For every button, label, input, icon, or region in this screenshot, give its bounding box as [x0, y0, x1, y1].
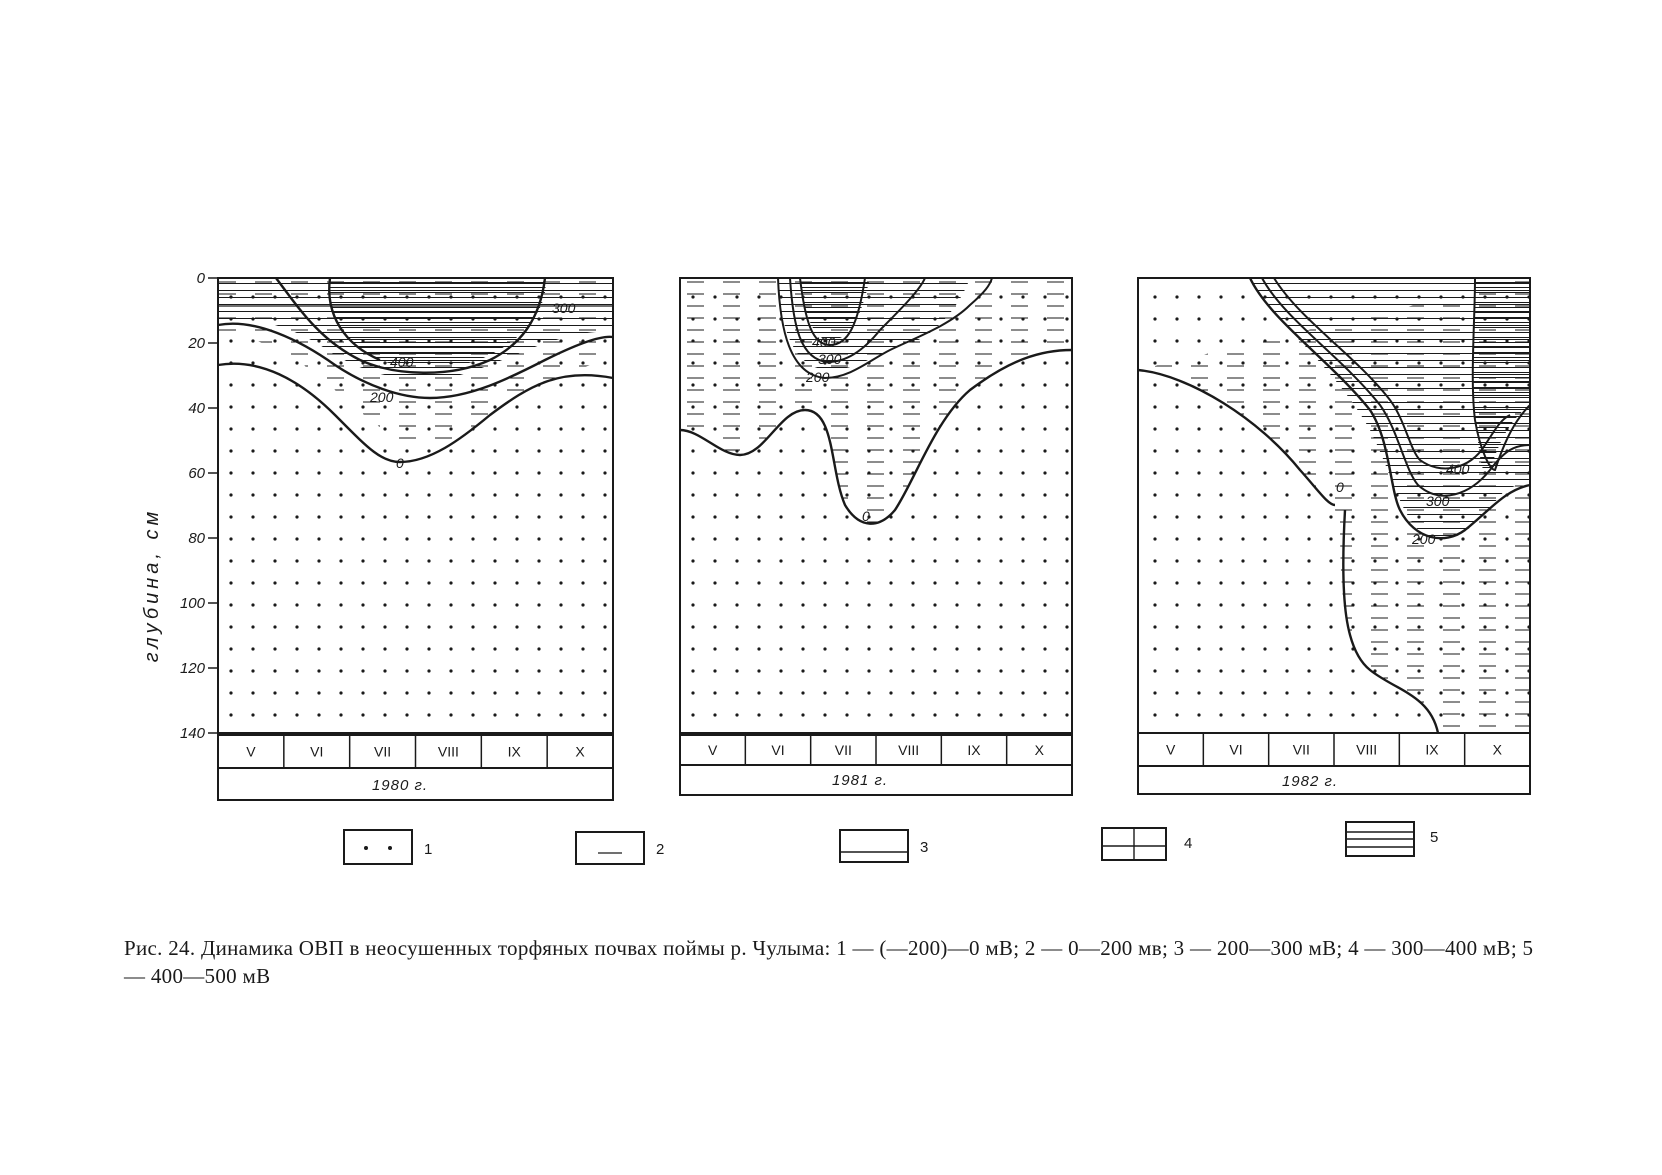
month-label: IX	[1425, 742, 1439, 758]
panel-1980-months: V VI VII VIII IX X	[246, 735, 585, 768]
panel-1981-label-200: 200	[805, 369, 830, 385]
y-tick-labels: 0 20 40 60 80 100 120 140	[180, 270, 218, 742]
y-tick-label: 20	[187, 335, 205, 352]
legend-label-2: 2	[656, 841, 664, 858]
legend-label-3: 3	[920, 839, 928, 856]
month-label: VIII	[898, 742, 919, 758]
legend-label-4: 4	[1184, 835, 1192, 852]
month-label: VII	[374, 744, 391, 760]
panel-1982-label-300: 300	[1426, 493, 1450, 509]
y-axis-label: глубина, см	[141, 508, 163, 662]
panel-1980-label-0: 0	[396, 455, 404, 471]
y-tick-label: 0	[197, 270, 206, 287]
panel-1980-label-300: 300	[552, 300, 576, 316]
panel-1982-isoline-400	[1273, 277, 1511, 470]
month-label: VI	[771, 742, 784, 758]
panel-1981-label-400: 400	[812, 334, 836, 350]
y-tick-label: 100	[180, 595, 206, 612]
panel-1982-zone-400-500	[1472, 278, 1530, 472]
legend-item-1: 1	[343, 829, 432, 865]
panel-1981-zone-0-200	[680, 278, 1072, 524]
legend: 1 2 3 4 5	[343, 821, 1438, 865]
panel-1980-isoline-200	[217, 322, 614, 400]
panel-1982-label-200: 200	[1411, 531, 1436, 547]
month-label: X	[575, 744, 585, 760]
month-label: X	[1035, 742, 1045, 758]
y-tick-label: 40	[188, 400, 205, 417]
legend-label-5: 5	[1430, 829, 1438, 846]
month-label: IX	[508, 744, 522, 760]
panel-1981-year-label: 1981 г.	[832, 772, 888, 789]
y-tick-label: 80	[188, 530, 205, 547]
legend-item-3: 3	[839, 829, 928, 863]
panel-1981-isoline-300	[789, 277, 926, 364]
panel-1980-isoline-0	[217, 362, 614, 464]
panel-1982: 400 300 200 0 V VI VII VIII IX X 1982 г.	[1137, 277, 1531, 795]
panel-1982-label-0: 0	[1336, 479, 1344, 495]
panel-1982-label-400: 400	[1446, 461, 1470, 477]
month-label: VIII	[438, 744, 459, 760]
panel-1982-year-label: 1982 г.	[1282, 773, 1338, 790]
panel-1981-months: V VI VII VIII IX X	[708, 735, 1045, 765]
panel-1982-months: V VI VII VIII IX X	[1166, 733, 1503, 766]
panel-1981-isoline-400	[799, 277, 866, 347]
panel-1980-zone-400-500	[329, 278, 546, 369]
month-label: V	[246, 744, 256, 760]
panel-1981-label-300: 300	[818, 351, 842, 367]
panel-1980-label-200: 200	[369, 389, 394, 405]
panel-1981-zone-400	[800, 278, 870, 340]
panel-1982-isoline-0	[1137, 368, 1336, 507]
month-label: VI	[1229, 742, 1242, 758]
panel-1980: 300 400 200 0 V VI VII VIII IX X 1980 г.	[217, 277, 614, 801]
month-label: V	[708, 742, 718, 758]
y-tick-label: 140	[180, 725, 206, 742]
panel-1981-year-bar	[679, 764, 1073, 796]
figure-caption: Рис. 24. Динамика ОВП в неосушенных торф…	[124, 936, 1534, 988]
panel-1982-isoline-200	[1248, 277, 1531, 540]
panel-1982-isoline-400b	[1471, 277, 1531, 472]
panel-1980-year-label: 1980 г.	[372, 777, 428, 794]
month-label: VI	[310, 744, 323, 760]
month-label: IX	[967, 742, 981, 758]
legend-item-2: 2	[575, 831, 664, 865]
panel-1982-isoline-0b	[1342, 509, 1440, 734]
month-label: VII	[1293, 742, 1310, 758]
y-tick-label: 60	[188, 465, 205, 482]
month-label: X	[1493, 742, 1503, 758]
panel-1982-isoline-300	[1261, 277, 1531, 497]
y-tick-label: 120	[180, 660, 206, 677]
panel-1980-label-400: 400	[390, 354, 414, 370]
panel-1980-isoline-400b	[328, 277, 381, 362]
legend-item-5: 5	[1345, 821, 1438, 857]
legend-item-4: 4	[1101, 827, 1192, 861]
panel-1980-year-bar	[217, 767, 614, 801]
panel-1982-year-bar	[1137, 765, 1531, 795]
panel-1981: 400 300 200 0 V VI VII VIII IX X 1981 г.	[679, 277, 1073, 796]
panel-1981-isoline-0	[679, 348, 1073, 525]
month-label: V	[1166, 742, 1176, 758]
month-label: VII	[835, 742, 852, 758]
legend-label-1: 1	[424, 841, 432, 858]
panel-1981-label-0: 0	[862, 508, 870, 524]
panel-1981-isoline-200	[777, 277, 993, 380]
month-label: VIII	[1356, 742, 1377, 758]
panel-1980-isoline-400	[275, 277, 547, 374]
